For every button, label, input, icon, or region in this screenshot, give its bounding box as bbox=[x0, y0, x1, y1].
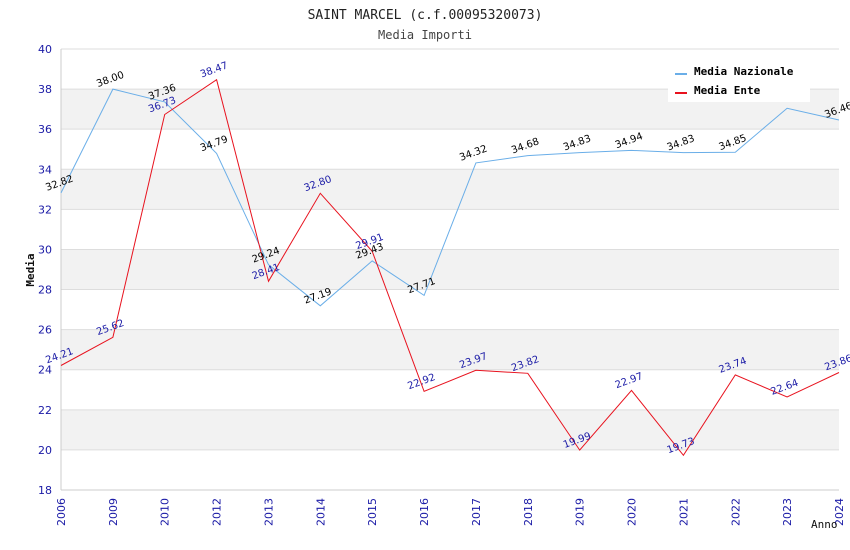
x-tick-label: 2022 bbox=[729, 498, 742, 526]
x-tick-labels: 2006 2009 2010 2012 2013 2014 2015 2016 2017 2018… bbox=[55, 498, 846, 526]
x-tick-label: 2012 bbox=[211, 498, 224, 526]
grid-band bbox=[61, 249, 839, 290]
y-tick-label: 22 bbox=[38, 404, 52, 417]
data-label: 38.00 bbox=[95, 70, 126, 90]
y-tick-label: 18 bbox=[38, 484, 52, 497]
series-lines bbox=[60, 78, 840, 457]
x-tick-label: 2018 bbox=[522, 498, 535, 526]
y-tick-label: 20 bbox=[38, 444, 52, 457]
y-tick-label: 38 bbox=[38, 83, 52, 96]
x-tick-label: 2016 bbox=[418, 498, 431, 526]
data-label: 34.68 bbox=[510, 136, 541, 156]
y-tick-label: 36 bbox=[38, 123, 52, 136]
y-tick-label: 28 bbox=[38, 284, 52, 297]
x-tick-label: 2024 bbox=[833, 498, 846, 526]
x-tick-label: 2019 bbox=[574, 498, 587, 526]
data-label: 34.94 bbox=[614, 131, 645, 151]
x-tick-label: 2015 bbox=[366, 498, 379, 526]
data-label: 22.92 bbox=[406, 372, 437, 392]
legend: Media Nazionale Media Ente bbox=[668, 60, 810, 102]
data-label: 22.97 bbox=[614, 371, 645, 391]
x-axis-label: Anno bbox=[811, 518, 838, 531]
series-line-media-ente bbox=[60, 78, 840, 457]
gridlines bbox=[61, 48, 839, 491]
y-tick-label: 30 bbox=[38, 243, 52, 256]
x-tick-label: 2021 bbox=[677, 498, 690, 526]
y-tick-labels: 18 20 22 24 26 28 30 32 34 36 38 40 bbox=[38, 43, 52, 497]
data-label: 34.83 bbox=[562, 133, 593, 153]
y-axis-label: Media bbox=[24, 253, 37, 286]
x-tick-label: 2009 bbox=[107, 498, 120, 526]
y-tick-label: 40 bbox=[38, 43, 52, 56]
x-tick-label: 2006 bbox=[55, 498, 68, 526]
x-tick-label: 2020 bbox=[626, 498, 639, 526]
data-label: 34.32 bbox=[458, 144, 489, 164]
y-tick-label: 32 bbox=[38, 203, 52, 216]
data-label: 38.47 bbox=[199, 60, 230, 80]
data-label: 34.83 bbox=[666, 133, 697, 153]
x-tick-label: 2010 bbox=[159, 498, 172, 526]
y-tick-label: 24 bbox=[38, 364, 52, 377]
series-line-media-nazionale bbox=[60, 88, 840, 307]
axes bbox=[60, 49, 839, 491]
grid-band bbox=[61, 169, 839, 210]
y-tick-label: 34 bbox=[38, 163, 52, 176]
legend-label-media-nazionale: Media Nazionale bbox=[694, 65, 794, 78]
legend-label-media-ente: Media Ente bbox=[694, 84, 761, 97]
chart-subtitle: Media Importi bbox=[378, 28, 472, 42]
background-bands bbox=[61, 89, 839, 450]
chart-title: SAINT MARCEL (c.f.00095320073) bbox=[308, 8, 543, 23]
x-tick-label: 2017 bbox=[470, 498, 483, 526]
x-tick-label: 2013 bbox=[262, 498, 275, 526]
data-label: 22.64 bbox=[769, 378, 800, 398]
grid-band bbox=[61, 329, 839, 370]
data-label: 34.85 bbox=[718, 133, 749, 153]
grid-band bbox=[61, 409, 839, 450]
x-tick-label: 2023 bbox=[781, 498, 794, 526]
x-tick-label: 2014 bbox=[314, 498, 327, 526]
legend-box bbox=[668, 60, 810, 102]
y-tick-label: 26 bbox=[38, 324, 52, 337]
